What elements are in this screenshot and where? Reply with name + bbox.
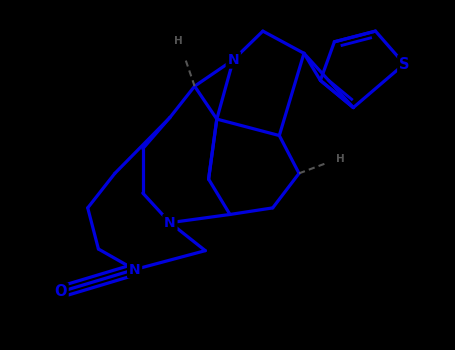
Text: H: H <box>336 154 344 163</box>
Text: S: S <box>399 56 410 71</box>
Text: N: N <box>129 262 141 276</box>
Text: N: N <box>228 53 239 67</box>
Text: H: H <box>174 36 182 46</box>
Text: N: N <box>164 216 176 230</box>
Text: O: O <box>54 284 67 299</box>
